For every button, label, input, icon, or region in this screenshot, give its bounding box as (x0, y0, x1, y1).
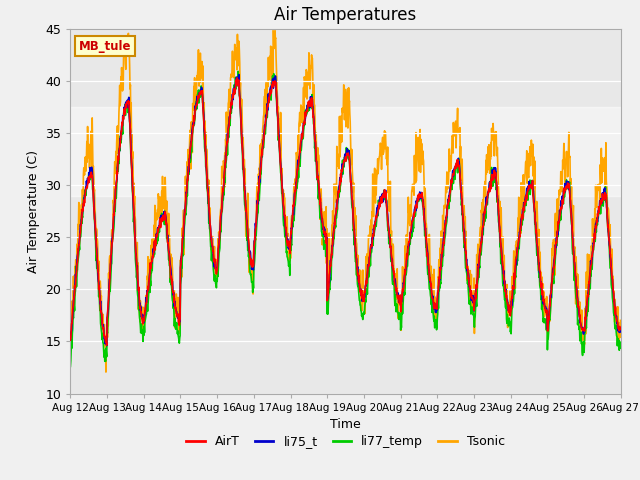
AirT (616, 326, 624, 332)
Line: li75_t: li75_t (70, 74, 620, 346)
Text: MB_tule: MB_tule (79, 40, 131, 53)
Tsonic (504, 307, 511, 313)
li77_temp (234, 69, 242, 74)
li75_t (504, 297, 511, 302)
Line: li77_temp: li77_temp (70, 72, 620, 366)
Bar (70, 107, 621, 195)
Tsonic (269, 17, 277, 23)
li77_temp (189, 130, 196, 135)
li77_temp (616, 345, 624, 351)
Line: Tsonic: Tsonic (70, 20, 620, 372)
AirT (67, 337, 74, 343)
AirT (233, 75, 241, 81)
li75_t (67, 337, 74, 343)
Title: Air Temperatures: Air Temperatures (275, 6, 417, 24)
AirT (189, 122, 197, 128)
li77_temp (431, 324, 439, 330)
li77_temp (552, 253, 559, 259)
AirT (504, 300, 511, 305)
Legend: AirT, li75_t, li77_temp, Tsonic: AirT, li75_t, li77_temp, Tsonic (181, 430, 510, 453)
Tsonic (552, 233, 559, 239)
Tsonic (251, 251, 259, 257)
Tsonic (67, 339, 74, 345)
AirT (251, 230, 259, 236)
Line: AirT: AirT (70, 78, 620, 345)
li75_t (431, 310, 439, 315)
AirT (552, 241, 559, 247)
li77_temp (503, 320, 511, 326)
li75_t (103, 343, 111, 348)
AirT (176, 318, 184, 324)
li77_temp (175, 340, 183, 346)
Tsonic (189, 106, 197, 111)
li75_t (251, 230, 259, 236)
Y-axis label: Air Temperature (C): Air Temperature (C) (27, 150, 40, 273)
li75_t (616, 329, 624, 335)
AirT (103, 342, 111, 348)
li77_temp (67, 363, 74, 369)
li75_t (235, 72, 243, 77)
AirT (431, 303, 439, 309)
li75_t (552, 245, 559, 251)
Tsonic (431, 295, 439, 301)
li77_temp (251, 258, 259, 264)
li75_t (189, 120, 197, 126)
li75_t (176, 319, 184, 325)
Tsonic (176, 322, 184, 328)
X-axis label: Time: Time (330, 418, 361, 431)
Tsonic (102, 369, 110, 375)
Tsonic (616, 317, 624, 323)
